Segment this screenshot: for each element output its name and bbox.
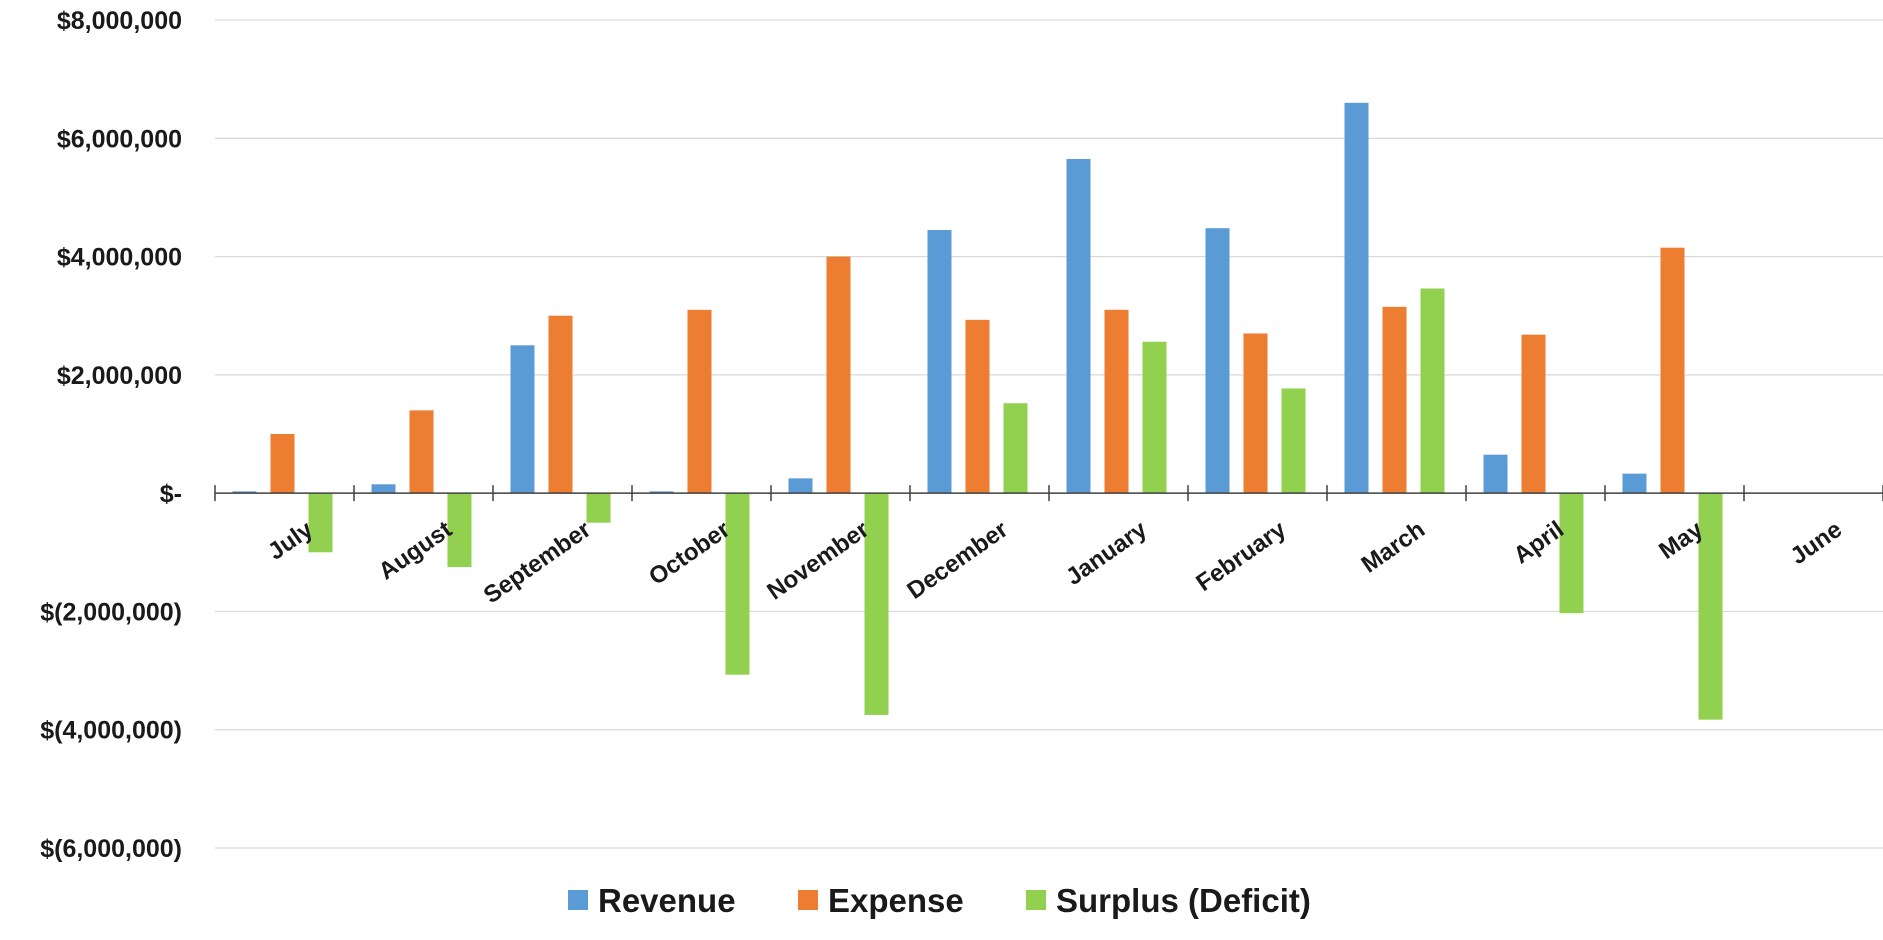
bar-revenue-october	[649, 491, 674, 494]
bar-surplus-deficit-march	[1420, 288, 1445, 494]
bar-revenue-november	[788, 478, 813, 494]
y-axis-ticks: $8,000,000 $6,000,000 $4,000,000 $2,000,000…	[40, 7, 182, 863]
bar-surplus-deficit-january	[1142, 341, 1167, 494]
legend-label: Expense	[828, 882, 964, 919]
bar-revenue-august	[371, 484, 396, 494]
legend: Revenue Expense Surplus (Deficit)	[568, 882, 1311, 919]
bars	[232, 102, 1723, 720]
y-tick-label: $4,000,000	[57, 244, 182, 272]
bar-revenue-january	[1066, 158, 1091, 494]
bar-surplus-deficit-may	[1698, 493, 1723, 720]
bar-surplus-deficit-april	[1559, 493, 1584, 614]
legend-swatch	[1026, 890, 1046, 910]
legend-label: Revenue	[598, 882, 736, 919]
bar-surplus-deficit-february	[1281, 388, 1306, 494]
x-tick-label: December	[902, 516, 1013, 605]
y-tick-label: $(6,000,000)	[40, 835, 182, 863]
bar-revenue-april	[1483, 454, 1508, 494]
y-tick-label: $6,000,000	[57, 125, 182, 153]
bar-expense-february	[1243, 333, 1268, 494]
x-tick-label: October	[644, 516, 735, 591]
x-tick-label: January	[1061, 516, 1152, 591]
bar-revenue-february	[1205, 228, 1230, 494]
bar-expense-december	[965, 319, 990, 494]
bar-expense-october	[687, 309, 712, 494]
x-axis-ticks: July August September October November Decemb…	[263, 516, 1847, 610]
bar-expense-april	[1521, 334, 1546, 494]
bar-expense-january	[1104, 309, 1129, 494]
bar-expense-may	[1660, 247, 1685, 494]
x-tick-label: September	[479, 516, 596, 609]
bar-surplus-deficit-october	[725, 493, 750, 675]
x-axis	[214, 485, 1883, 502]
x-tick-label: August	[374, 516, 457, 586]
bar-expense-november	[826, 256, 851, 494]
bar-expense-july	[270, 434, 295, 494]
bar-surplus-deficit-december	[1003, 403, 1028, 494]
gridlines	[215, 19, 1883, 849]
legend-swatch	[568, 890, 588, 910]
legend-swatch	[798, 890, 818, 910]
bar-revenue-may	[1622, 473, 1647, 494]
y-tick-label: $-	[160, 480, 182, 508]
y-tick-label: $2,000,000	[57, 362, 182, 390]
bar-expense-march	[1382, 306, 1407, 494]
bar-revenue-september	[510, 345, 535, 494]
bar-surplus-deficit-november	[864, 493, 889, 715]
y-tick-label: $(4,000,000)	[40, 717, 182, 745]
y-tick-label: $(2,000,000)	[40, 598, 182, 626]
x-tick-label: June	[1786, 516, 1847, 570]
bar-surplus-deficit-september	[586, 493, 611, 523]
bar-revenue-july	[232, 491, 257, 494]
bar-expense-september	[548, 315, 573, 494]
x-tick-label: November	[762, 516, 874, 605]
legend-label: Surplus (Deficit)	[1056, 882, 1311, 919]
bar-revenue-december	[927, 229, 952, 494]
bar-surplus-deficit-august	[447, 493, 472, 568]
bar-expense-august	[409, 410, 434, 494]
bar-revenue-march	[1344, 102, 1369, 494]
x-tick-label: March	[1357, 516, 1430, 579]
bar-surplus-deficit-july	[308, 493, 333, 553]
x-tick-label: February	[1191, 516, 1291, 597]
y-tick-label: $8,000,000	[57, 7, 182, 35]
